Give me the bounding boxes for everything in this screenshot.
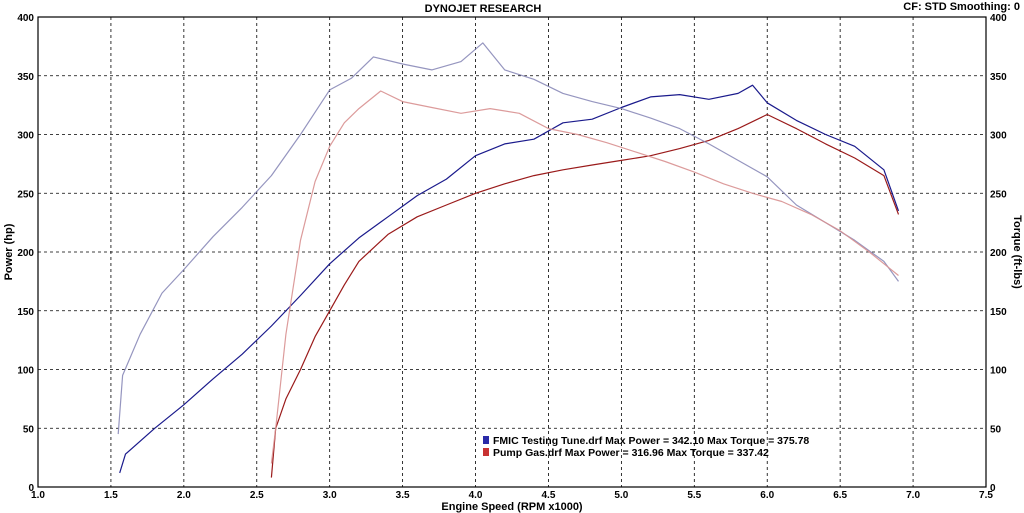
y-tick-label-left: 150 [17,307,34,318]
grid-lines [38,17,986,487]
y-tick-label-left: 250 [17,189,34,200]
legend-swatch-pump [483,448,489,456]
y-tick-label-right: 300 [990,131,1007,142]
header-settings: CF: STD Smoothing: 0 [903,1,1020,13]
y-axis-label-right: Torque (ft-lbs) [1011,215,1023,289]
x-tick-label: 7.0 [906,490,920,501]
x-tick-label: 4.5 [542,490,556,501]
tick-labels: 1.0 1.5 2.0 2.5 3.0 3.5 4.0 4.5 5.0 5.5 6.0 6.5 7.0 7… [17,13,1007,501]
series-line-fmic-torque [117,42,899,435]
legend-entry-fmic: FMIC Testing Tune.drf Max Power = 342.10… [493,435,809,447]
y-tick-label-left: 50 [23,424,35,435]
y-tick-label-right: 200 [990,248,1007,259]
chart-title: DYNOJET RESEARCH [425,3,542,15]
y-tick-label-right: 100 [990,366,1007,377]
y-tick-label-left: 400 [17,13,34,24]
x-tick-label: 3.0 [323,490,337,501]
x-tick-label: 1.5 [104,490,118,501]
y-tick-label-left: 200 [17,248,34,259]
y-tick-label-left: 100 [17,366,34,377]
x-tick-label: 1.0 [31,490,45,501]
series-line-pump-torque [270,90,899,464]
x-tick-label: 3.5 [396,490,410,501]
y-axis-label-left: Power (hp) [3,223,15,280]
y-tick-label-right: 350 [990,72,1007,83]
legend: FMIC Testing Tune.drf Max Power = 342.10… [483,435,809,459]
plot-frame [37,16,987,488]
legend-entry-pump: Pump Gas.drf Max Power = 316.96 Max Torq… [493,447,769,459]
x-tick-label: 4.0 [469,490,483,501]
y-tick-label-left: 300 [17,131,34,142]
y-tick-label-right: 400 [990,13,1007,24]
series-line-pump-power [270,113,900,478]
x-axis-label: Engine Speed (RPM x1000) [441,501,583,513]
legend-swatch-fmic [483,436,489,444]
x-tick-label: 5.5 [687,490,701,501]
x-tick-label: 5.0 [614,490,628,501]
x-tick-label: 7.5 [979,490,993,501]
y-tick-label-right: 0 [990,483,996,494]
series-layer [117,42,900,478]
y-tick-label-right: 50 [990,424,1002,435]
x-tick-label: 2.5 [250,490,264,501]
y-tick-label-left: 350 [17,72,34,83]
series-line-fmic-power [119,84,900,474]
y-tick-label-left: 0 [28,483,34,494]
x-tick-label: 6.5 [833,490,847,501]
y-tick-label-right: 250 [990,189,1007,200]
x-tick-label: 6.0 [760,490,774,501]
y-tick-label-right: 150 [990,307,1007,318]
x-tick-label: 2.0 [177,490,191,501]
